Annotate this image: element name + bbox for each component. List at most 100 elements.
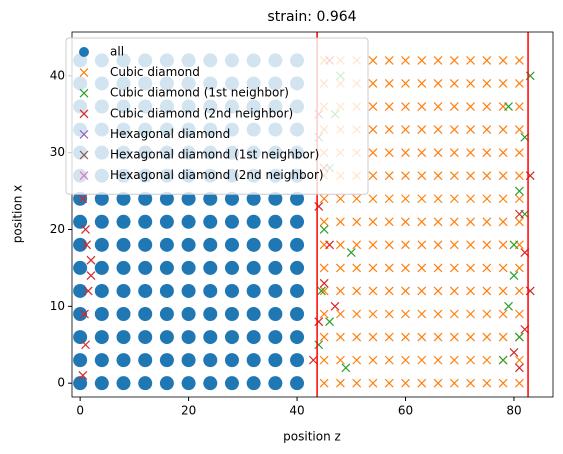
legend-marker xyxy=(79,88,89,98)
point xyxy=(78,371,88,380)
point xyxy=(482,309,492,319)
legend-marker xyxy=(79,171,89,181)
point xyxy=(159,191,174,206)
point xyxy=(94,307,109,322)
legend-label: Cubic diamond (1st neighbor) xyxy=(110,86,289,100)
point xyxy=(352,286,362,296)
point xyxy=(290,353,305,368)
legend-label: all xyxy=(110,45,124,59)
point xyxy=(336,378,345,388)
point xyxy=(466,309,475,319)
point xyxy=(73,191,88,206)
point xyxy=(466,263,475,273)
point xyxy=(449,194,459,204)
point xyxy=(159,283,174,298)
point xyxy=(246,237,261,252)
point xyxy=(352,194,362,204)
point xyxy=(268,376,283,391)
point xyxy=(336,332,345,342)
point xyxy=(466,332,475,342)
point xyxy=(319,286,329,296)
point xyxy=(514,355,524,365)
point xyxy=(73,260,88,275)
point xyxy=(401,102,410,111)
y-tick-label: 10 xyxy=(50,299,65,313)
point xyxy=(246,376,261,391)
point xyxy=(368,309,378,319)
point xyxy=(336,355,345,365)
point xyxy=(504,102,513,111)
y-axis-label: position x xyxy=(11,185,25,243)
point xyxy=(482,240,492,250)
x-tick-label: 20 xyxy=(181,404,196,418)
point xyxy=(159,260,174,275)
point xyxy=(514,125,524,135)
point xyxy=(384,263,394,273)
point xyxy=(368,56,378,65)
point xyxy=(138,214,153,229)
point xyxy=(181,283,196,298)
point xyxy=(368,240,378,250)
point xyxy=(466,217,475,227)
point xyxy=(417,171,427,181)
point xyxy=(290,376,305,391)
point xyxy=(319,378,329,388)
point xyxy=(401,286,410,296)
point xyxy=(73,330,88,345)
point xyxy=(401,148,410,158)
point xyxy=(138,376,153,391)
point xyxy=(159,353,174,368)
point xyxy=(449,263,459,273)
point xyxy=(341,363,351,373)
point xyxy=(514,209,524,219)
y-tick-label: 0 xyxy=(57,376,65,390)
point xyxy=(401,309,410,319)
point xyxy=(433,102,443,111)
point xyxy=(384,79,394,88)
legend-box xyxy=(65,37,369,195)
point xyxy=(138,283,153,298)
point xyxy=(401,355,410,365)
point xyxy=(78,194,88,204)
point xyxy=(336,286,345,296)
point xyxy=(203,260,218,275)
point xyxy=(482,378,492,388)
point xyxy=(449,378,459,388)
point xyxy=(336,194,345,204)
point xyxy=(384,56,394,65)
point xyxy=(466,102,475,111)
point xyxy=(352,309,362,319)
point xyxy=(368,263,378,273)
point xyxy=(94,353,109,368)
point xyxy=(224,353,239,368)
point xyxy=(352,263,362,273)
point xyxy=(290,237,305,252)
point xyxy=(319,332,329,342)
point xyxy=(94,283,109,298)
point xyxy=(449,355,459,365)
axes-frame xyxy=(71,31,554,398)
point xyxy=(203,191,218,206)
point xyxy=(368,102,378,111)
point xyxy=(433,125,443,135)
point xyxy=(433,355,443,365)
point xyxy=(514,194,524,204)
point xyxy=(290,191,305,206)
point xyxy=(401,332,410,342)
x-tick-label: 0 xyxy=(76,404,84,418)
point xyxy=(246,307,261,322)
point xyxy=(308,355,318,365)
point xyxy=(86,255,96,265)
point xyxy=(352,378,362,388)
legend-label: Cubic diamond (2nd neighbor) xyxy=(110,106,293,120)
point xyxy=(224,330,239,345)
point xyxy=(417,355,427,365)
point xyxy=(433,240,443,250)
point xyxy=(314,317,324,327)
point xyxy=(514,186,524,196)
point xyxy=(116,353,131,368)
point xyxy=(159,376,174,391)
point xyxy=(268,353,283,368)
point xyxy=(82,240,92,250)
legend: all Cubic diamond Cubic diamond (1st neigh… xyxy=(65,37,369,195)
